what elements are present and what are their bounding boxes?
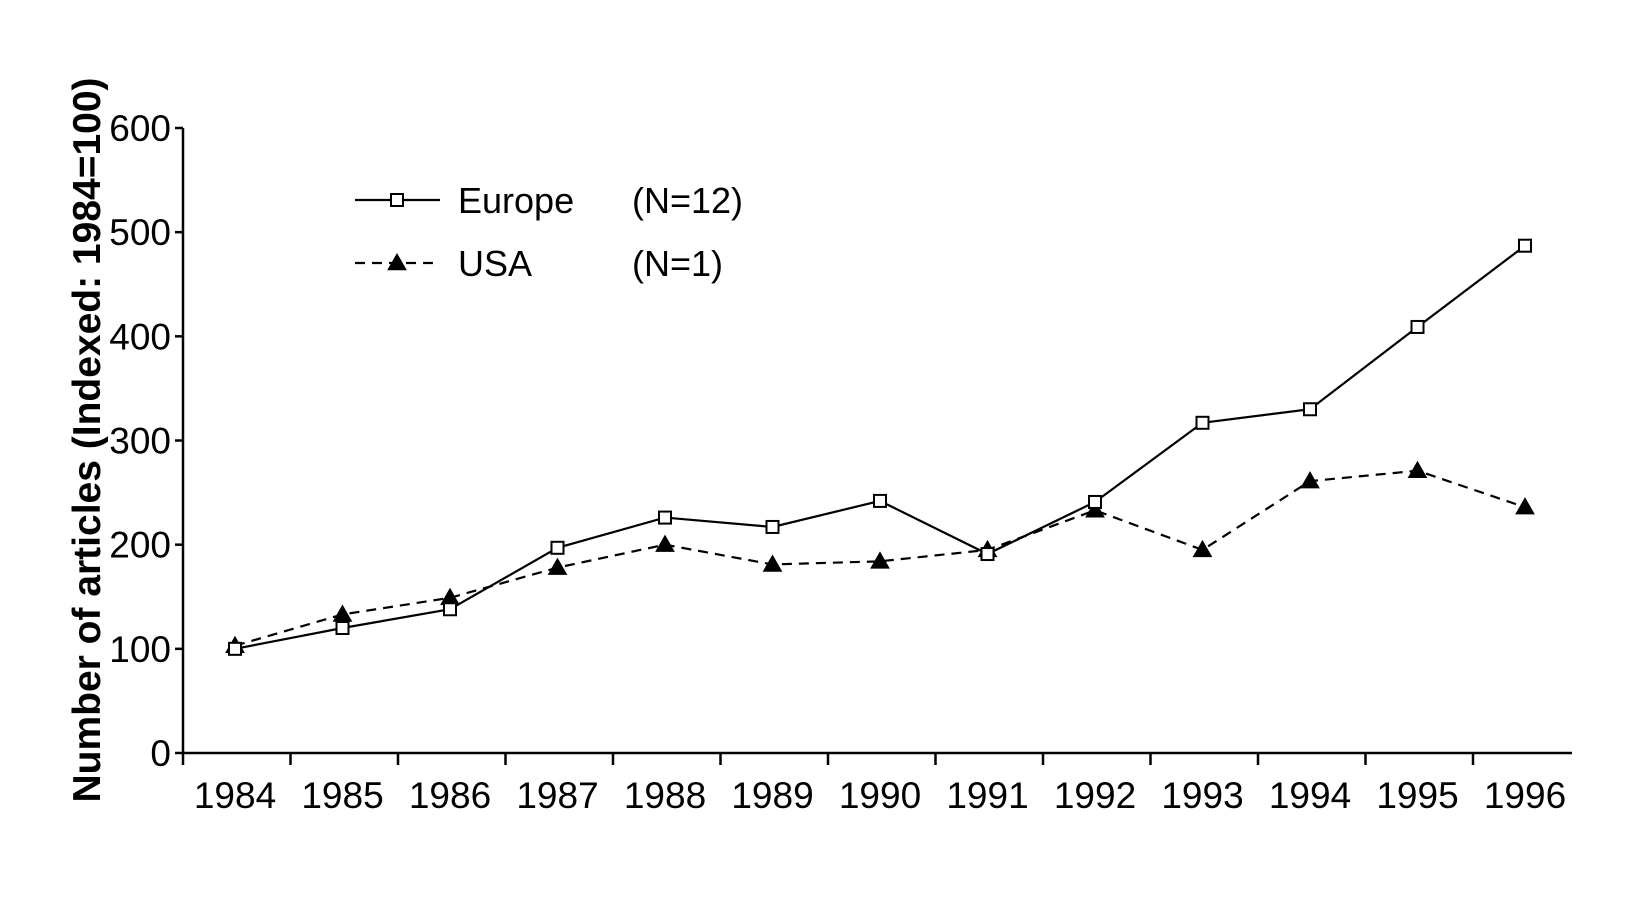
data-point-europe xyxy=(1303,402,1317,417)
data-point-europe xyxy=(335,621,350,635)
y-tick-label: 500 xyxy=(109,212,171,253)
data-point-europe xyxy=(980,547,995,562)
legend-marker-usa xyxy=(387,252,407,271)
data-point-usa xyxy=(332,604,353,622)
x-tick-label: 1990 xyxy=(839,775,921,816)
data-point-usa xyxy=(1407,460,1428,478)
series-layer xyxy=(225,238,1535,656)
legend-n-europe: (N=12) xyxy=(632,180,743,221)
series-europe xyxy=(228,238,1532,656)
x-tick-label: 1984 xyxy=(194,775,276,816)
x-tick-label: 1993 xyxy=(1161,775,1243,816)
x-tick-label: 1988 xyxy=(624,775,706,816)
x-tick-label: 1994 xyxy=(1269,775,1351,816)
legend-n-usa: (N=1) xyxy=(632,243,723,284)
data-point-europe xyxy=(873,493,887,508)
legend-label-europe: Europe xyxy=(458,180,574,221)
x-tick-label: 1986 xyxy=(409,775,491,816)
data-point-usa xyxy=(1192,539,1213,558)
legend-marker-europe xyxy=(390,193,404,207)
x-tick-label: 1992 xyxy=(1054,775,1136,816)
x-tick-label: 1987 xyxy=(516,775,598,816)
legend-label-usa: USA xyxy=(458,243,532,284)
x-tick-label: 1995 xyxy=(1376,775,1458,816)
data-point-europe xyxy=(1088,494,1102,509)
y-tick-label: 300 xyxy=(109,421,171,462)
y-tick-label: 200 xyxy=(109,525,171,566)
data-point-usa xyxy=(547,557,568,575)
data-point-usa xyxy=(1515,497,1535,515)
x-tick-label: 1989 xyxy=(731,775,813,816)
y-tick-label: 400 xyxy=(109,316,171,357)
series-usa xyxy=(225,460,1535,653)
x-tick-label: 1996 xyxy=(1484,775,1566,816)
y-tick-label: 0 xyxy=(150,733,171,774)
data-point-europe xyxy=(1410,319,1425,334)
legend: Europe (N=12) USA (N=1) xyxy=(355,180,743,284)
data-point-usa xyxy=(870,551,890,569)
data-point-usa xyxy=(1300,471,1320,489)
data-point-europe xyxy=(1518,238,1532,253)
data-point-europe xyxy=(658,510,672,525)
data-point-europe xyxy=(443,602,457,617)
data-point-europe xyxy=(550,540,565,555)
series-line-europe xyxy=(234,244,1526,650)
x-tick-label: 1985 xyxy=(301,775,383,816)
y-tick-label: 600 xyxy=(109,108,171,149)
data-point-usa xyxy=(655,534,675,552)
data-point-usa xyxy=(762,554,783,572)
data-point-usa xyxy=(1085,500,1105,518)
x-tick-label: 1991 xyxy=(946,775,1028,816)
axes: 0 100 200 300 400 500 600 1984 1985 1986 1987 1988 1… xyxy=(109,108,1572,816)
data-point-europe xyxy=(765,519,780,534)
data-point-europe xyxy=(1195,415,1210,430)
y-tick-label: 100 xyxy=(109,629,171,670)
data-point-europe xyxy=(228,641,242,656)
y-axis-title: Number of articles (Indexed: 1984=100) xyxy=(66,77,109,802)
